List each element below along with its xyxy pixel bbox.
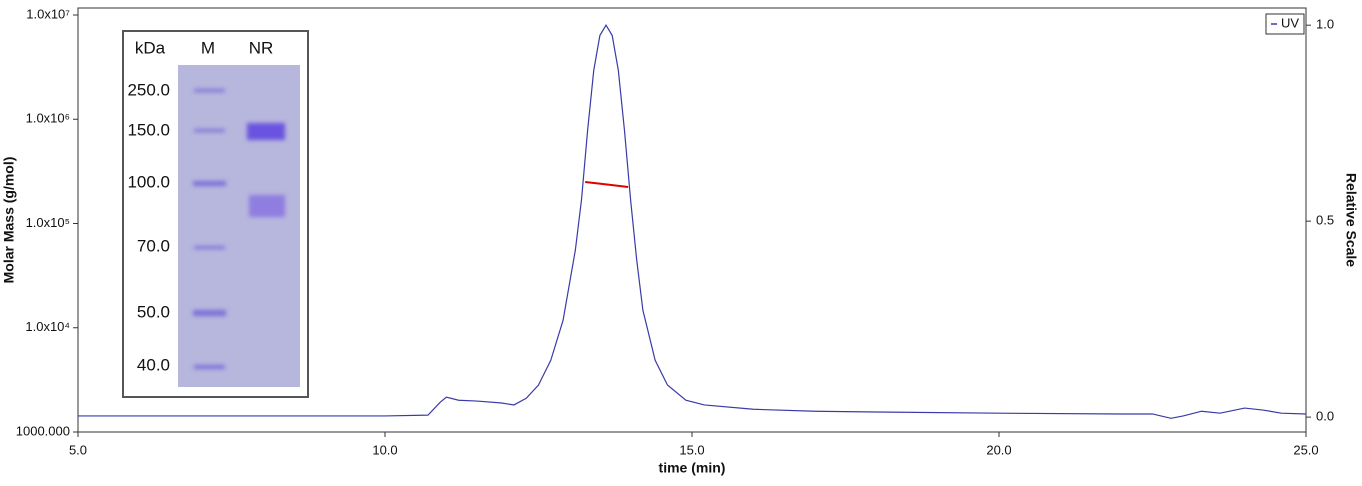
y2-tick-label: 0.0 (1316, 409, 1334, 424)
x-tick-label: 25.0 (1293, 442, 1318, 457)
gel-marker-label: 100.0 (127, 172, 170, 191)
gel-marker-label: 70.0 (137, 236, 170, 255)
uv-trace (78, 24, 1307, 419)
molar-mass-trace (585, 181, 629, 188)
gel-header: M (201, 38, 215, 57)
gel-marker-label: 250.0 (127, 80, 170, 99)
x-tick-label: 5.0 (69, 442, 87, 457)
gel-image (178, 65, 300, 387)
y-tick-label: 1.0x10⁴ (25, 319, 70, 334)
y2-axis-title: Relative Scale (1343, 173, 1359, 267)
gel-inset: kDa M NR 250.0 150.0 100.0 70.0 50.0 40.0 (122, 30, 309, 398)
y-tick-label: 1.0x10⁵ (26, 215, 70, 230)
legend-label: UV (1281, 15, 1299, 30)
x-tick-label: 20.0 (986, 442, 1011, 457)
y-axis-title: Molar Mass (g/mol) (1, 157, 17, 284)
gel-marker-label: 150.0 (127, 120, 170, 139)
x-axis-title: time (min) (659, 460, 726, 476)
y-tick-label: 1.0x10⁶ (26, 111, 70, 126)
gel-marker-label: 50.0 (137, 302, 170, 321)
legend-box (1265, 13, 1305, 35)
y2-tick-label: 0.5 (1316, 213, 1334, 228)
x-tick-label: 10.0 (372, 442, 397, 457)
y-tick-label: 1.0x10⁷ (26, 6, 70, 21)
x-tick-label: 15.0 (679, 442, 704, 457)
y2-tick-label: 1.0 (1316, 17, 1334, 32)
gel-header: NR (249, 38, 274, 57)
y-tick-label: 1000.000 (16, 423, 70, 438)
gel-header: kDa (135, 38, 166, 57)
gel-bands (193, 89, 285, 369)
gel-marker-label: 40.0 (137, 355, 170, 374)
